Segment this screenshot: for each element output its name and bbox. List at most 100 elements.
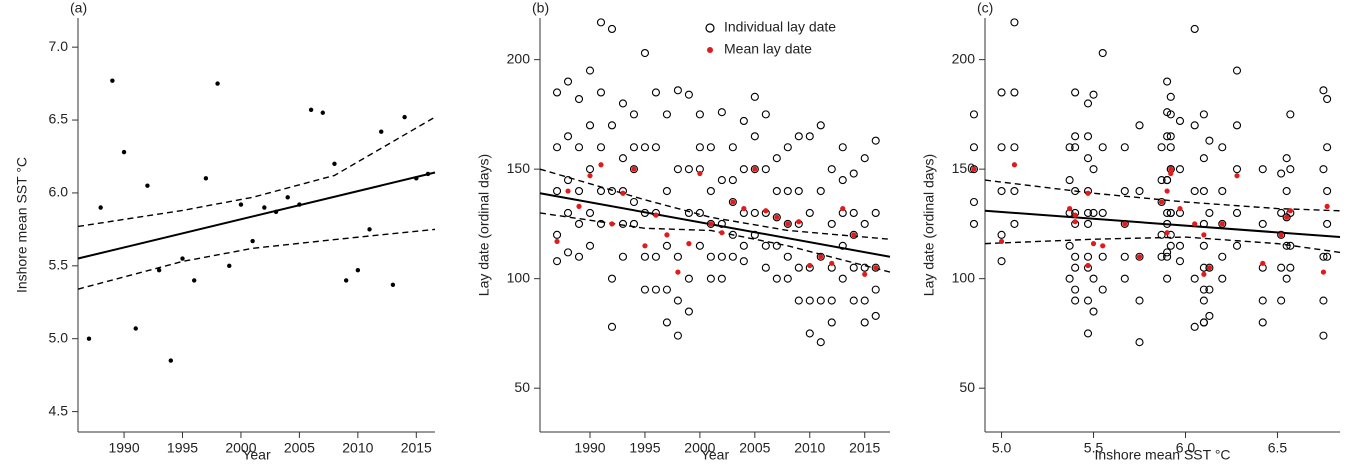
individual-point [1218, 186, 1227, 196]
fit-line [539, 168, 891, 240]
mean-point [1085, 190, 1091, 196]
x-tick-label: 2010 [342, 440, 373, 456]
y-tick-label: 100 [507, 269, 531, 285]
individual-point [684, 307, 693, 316]
x-tick-label: 2000 [684, 440, 715, 456]
individual-point [1323, 186, 1332, 196]
individual-point [1098, 252, 1107, 261]
fit-line [77, 228, 436, 290]
individual-point [1190, 274, 1199, 283]
individual-point [1120, 252, 1129, 261]
individual-point [1323, 219, 1332, 228]
mean-point [752, 166, 758, 172]
individual-point [1286, 263, 1295, 272]
mean-point [1219, 221, 1225, 227]
individual-point [1190, 186, 1199, 196]
individual-point [1135, 338, 1144, 347]
mean-point [133, 326, 138, 331]
individual-point [728, 197, 737, 207]
mean-point [554, 238, 560, 245]
y-tick-label: 5.5 [49, 257, 69, 273]
individual-point [563, 208, 573, 218]
individual-point [969, 165, 979, 174]
individual-point [728, 143, 737, 152]
individual-point [1166, 132, 1175, 141]
individual-point [794, 263, 803, 272]
individual-point [1010, 88, 1019, 97]
individual-point [1258, 165, 1267, 174]
individual-point [1205, 263, 1214, 272]
individual-point [684, 208, 693, 218]
individual-point [997, 230, 1006, 239]
individual-point [651, 143, 660, 152]
individual-point [1232, 66, 1242, 75]
individual-point [552, 230, 562, 239]
individual-point [552, 143, 562, 152]
individual-point [1258, 318, 1267, 327]
mean-point [730, 199, 736, 205]
individual-point [1065, 274, 1074, 283]
x-tick-label: 2010 [794, 440, 825, 456]
individual-point [629, 197, 639, 207]
individual-point [717, 176, 726, 185]
individual-point [563, 77, 573, 86]
individual-point [717, 219, 726, 228]
individual-point [574, 186, 584, 196]
mean-point [609, 221, 615, 227]
individual-point [805, 132, 814, 141]
individual-point [563, 248, 573, 257]
individual-point [1199, 285, 1208, 294]
mean-point [1011, 162, 1018, 168]
mean-point [1324, 203, 1330, 209]
individual-point [1163, 274, 1172, 283]
x-tick-label: 2015 [401, 440, 432, 456]
mean-point [675, 269, 681, 275]
individual-point [1205, 208, 1214, 218]
individual-point [772, 154, 781, 163]
individual-point [629, 110, 639, 119]
individual-point [969, 143, 979, 152]
individual-point [706, 186, 715, 196]
individual-point [1010, 18, 1019, 27]
mean-point [631, 166, 637, 172]
individual-point [816, 186, 825, 196]
individual-point [1205, 285, 1214, 294]
individual-point [596, 219, 606, 228]
individual-point [1190, 24, 1199, 34]
individual-point [695, 241, 704, 250]
mean-point [642, 243, 648, 249]
individual-point [1175, 116, 1185, 126]
y-axis-label: Lay date (ordinal days) [476, 154, 492, 296]
individual-point [871, 285, 880, 294]
individual-point [1282, 274, 1291, 283]
individual-point [684, 90, 693, 99]
individual-point [761, 165, 770, 174]
individual-point [849, 169, 858, 178]
individual-point [1089, 307, 1098, 316]
x-axis-label: Year [701, 447, 730, 463]
individual-point [1157, 230, 1166, 239]
individual-point [1163, 219, 1172, 228]
individual-point [772, 186, 781, 196]
individual-point [1258, 296, 1267, 305]
individual-point [1163, 208, 1172, 218]
individual-point [1135, 296, 1144, 305]
individual-point [662, 186, 671, 196]
fit-line [539, 212, 891, 273]
individual-point [629, 219, 639, 228]
individual-point [1319, 165, 1328, 174]
legend-label: Individual lay date [724, 19, 836, 35]
y-axis-label: Inshore mean SST °C [14, 157, 30, 293]
mean-point [1320, 269, 1327, 275]
individual-point [563, 176, 573, 185]
individual-point [1157, 252, 1166, 261]
individual-point [1120, 186, 1129, 196]
individual-point [1323, 252, 1332, 261]
individual-point [871, 208, 880, 218]
individual-point [695, 143, 704, 152]
individual-point [585, 165, 595, 174]
individual-point [640, 285, 649, 294]
mean-point [818, 254, 824, 260]
individual-point [706, 143, 715, 152]
individual-point [695, 110, 704, 119]
